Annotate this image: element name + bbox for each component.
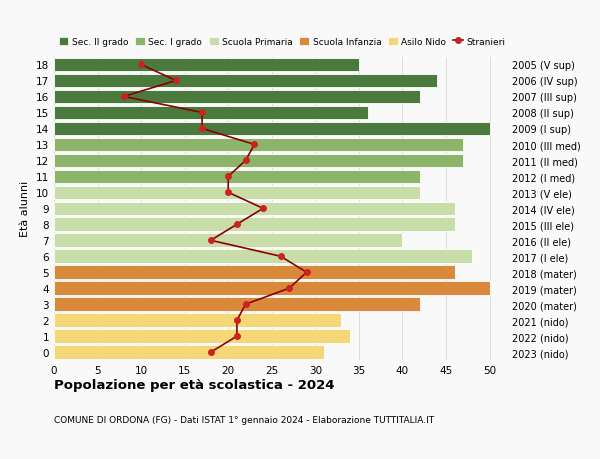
- Legend: Sec. II grado, Sec. I grado, Scuola Primaria, Scuola Infanzia, Asilo Nido, Stran: Sec. II grado, Sec. I grado, Scuola Prim…: [59, 38, 505, 47]
- Bar: [54, 218, 455, 231]
- Bar: [54, 59, 359, 72]
- Bar: [54, 346, 324, 359]
- Bar: [54, 170, 420, 184]
- Bar: [54, 313, 341, 327]
- Bar: [54, 90, 420, 104]
- Bar: [54, 74, 437, 88]
- Bar: [54, 138, 463, 152]
- Bar: [54, 266, 455, 280]
- Text: COMUNE DI ORDONA (FG) - Dati ISTAT 1° gennaio 2024 - Elaborazione TUTTITALIA.IT: COMUNE DI ORDONA (FG) - Dati ISTAT 1° ge…: [54, 415, 434, 425]
- Bar: [54, 250, 472, 263]
- Bar: [54, 234, 403, 247]
- Bar: [54, 186, 420, 200]
- Bar: [54, 106, 368, 120]
- Y-axis label: Età alunni: Età alunni: [20, 181, 31, 237]
- Bar: [54, 330, 350, 343]
- Y-axis label: Anni di nascita: Anni di nascita: [597, 168, 600, 250]
- Bar: [54, 298, 420, 311]
- Bar: [54, 202, 455, 216]
- Bar: [54, 123, 490, 136]
- Bar: [54, 154, 463, 168]
- Bar: [54, 282, 490, 295]
- Text: Popolazione per età scolastica - 2024: Popolazione per età scolastica - 2024: [54, 379, 335, 392]
